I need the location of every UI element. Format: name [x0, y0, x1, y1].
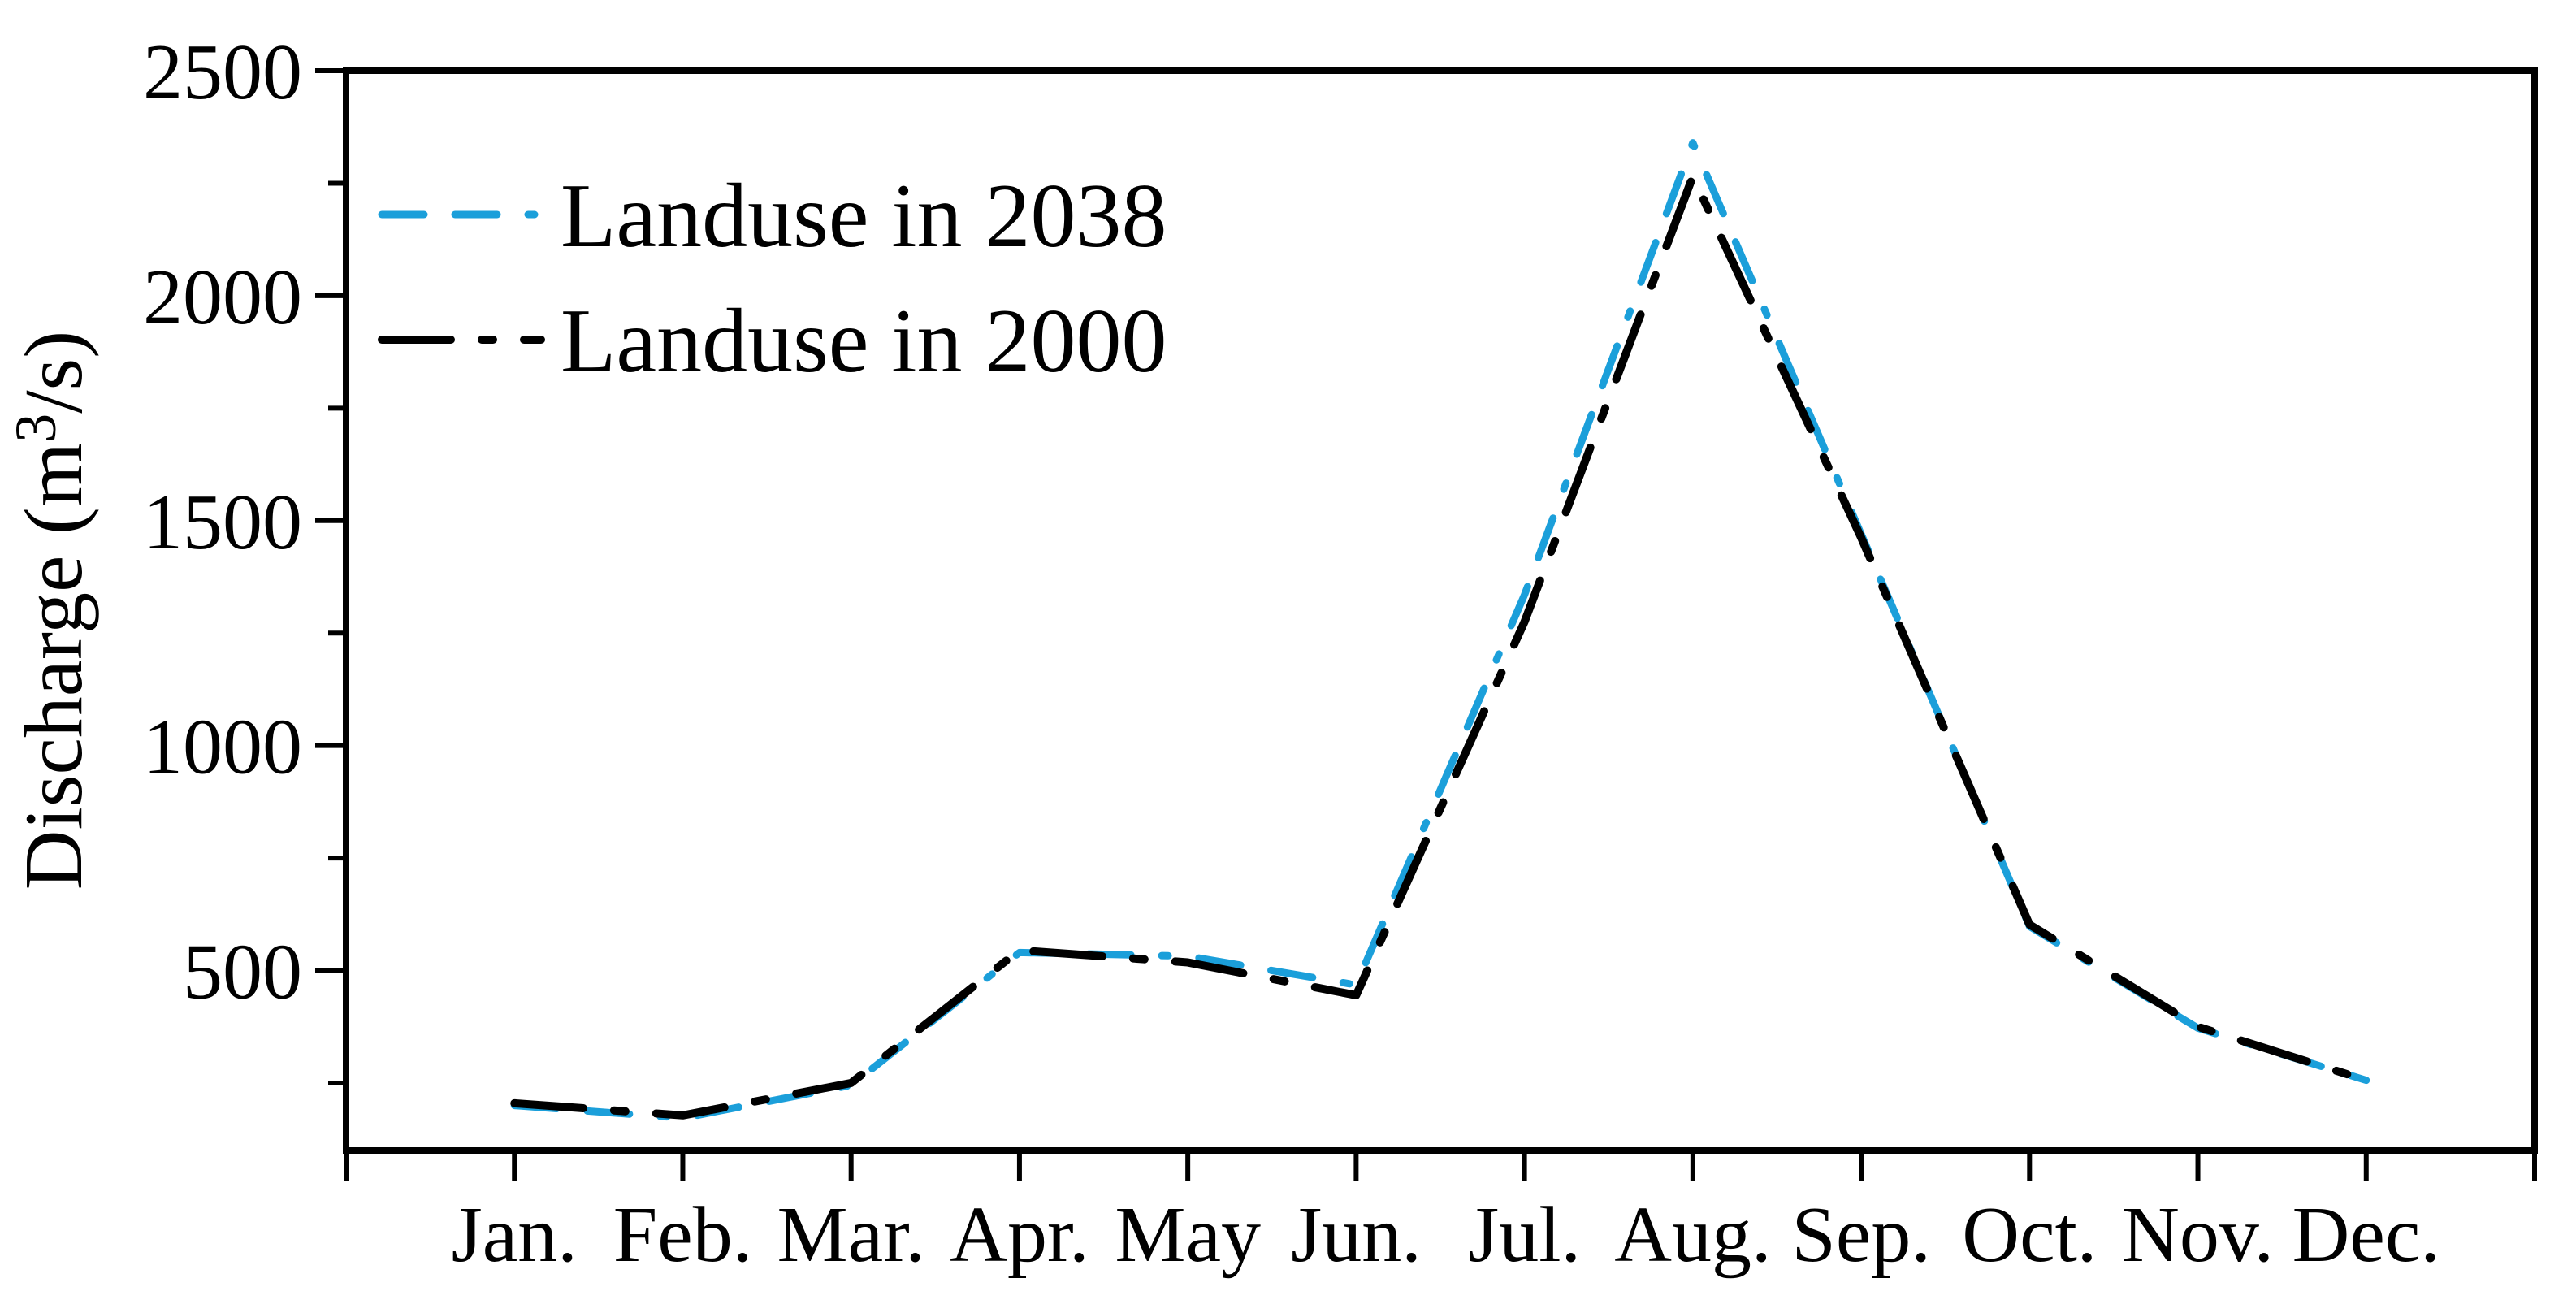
- y-tick-label: 1500: [143, 479, 302, 566]
- x-tick-label: May: [1115, 1191, 1261, 1279]
- y-tick-label: 2000: [143, 254, 302, 341]
- x-tick-label: Jul.: [1468, 1191, 1581, 1279]
- legend-label-landuse-2000: Landuse in 2000: [561, 291, 1167, 392]
- x-tick-label: Jan.: [452, 1191, 578, 1279]
- y-axis-title-main: Discharge (m: [8, 443, 100, 890]
- x-tick-label: Oct.: [1962, 1191, 2097, 1279]
- y-tick-label: 1000: [143, 704, 302, 791]
- x-tick-label: Nov.: [2122, 1191, 2274, 1279]
- x-tick-label: Mar.: [777, 1191, 925, 1279]
- x-tick-label: Dec.: [2292, 1191, 2440, 1279]
- y-axis-title-units: /s): [8, 331, 100, 414]
- x-tick-label: Aug.: [1614, 1191, 1771, 1279]
- x-tick-label: Sep.: [1791, 1191, 1931, 1279]
- y-axis-title: Discharge (m3/s): [3, 331, 100, 890]
- axes: 500 1000 1500 2000 2500 Jan. Feb. Mar. Apr. May Ju…: [143, 28, 2538, 1279]
- series-line-landuse-2000: [510, 172, 2370, 1120]
- legend-label-landuse-2038: Landuse in 2038: [561, 166, 1167, 266]
- series-lines: [510, 139, 2370, 1122]
- y-axis-title-superscript: 3: [3, 414, 68, 443]
- y-tick-label: 2500: [143, 28, 302, 116]
- series-line-landuse-2038: [510, 139, 2370, 1122]
- y-tick-label: 500: [183, 929, 302, 1016]
- x-tick-label: Feb.: [613, 1191, 753, 1279]
- x-tick-label: Apr.: [950, 1191, 1089, 1279]
- x-tick-label: Jun.: [1291, 1191, 1422, 1279]
- plot-box: [343, 67, 2538, 1154]
- legend: Landuse in 2038 Landuse in 2000: [378, 166, 1167, 392]
